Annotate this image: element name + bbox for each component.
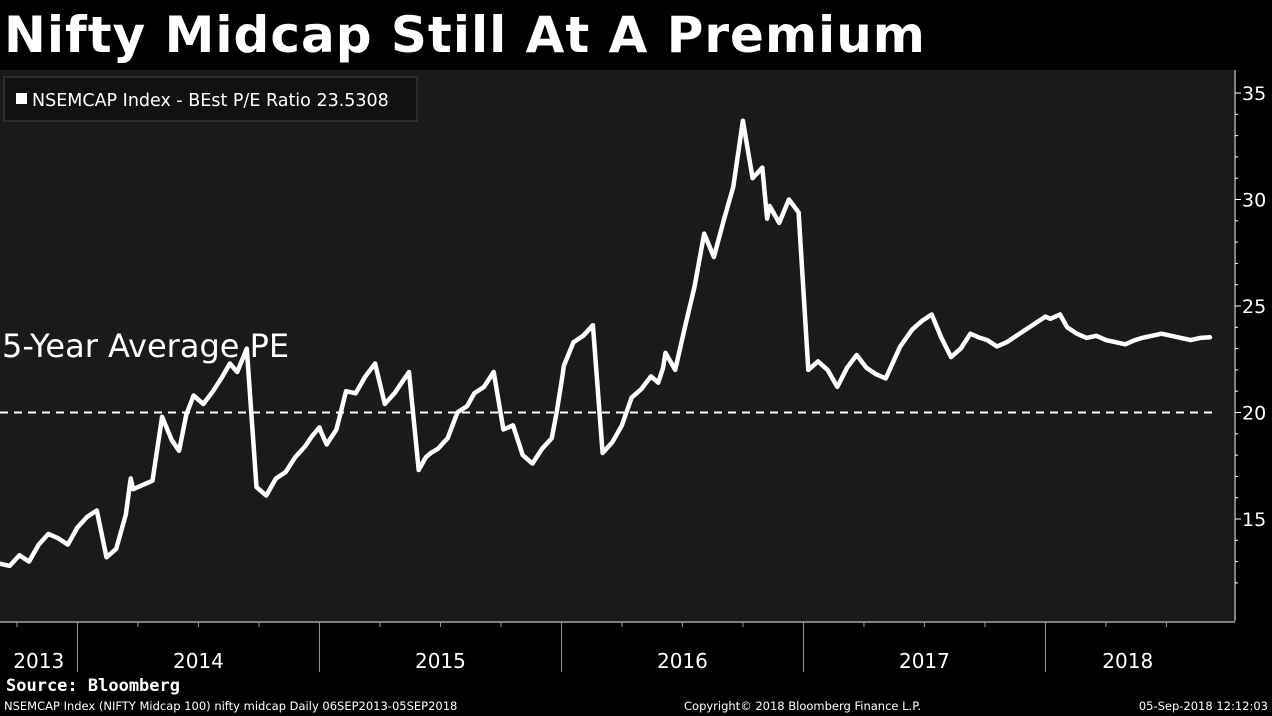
x-tick-label: 2014 xyxy=(173,649,224,673)
y-tick-label: 20 xyxy=(1242,403,1266,425)
y-tick-label: 35 xyxy=(1242,83,1266,105)
legend-box xyxy=(3,76,418,122)
axes: 15 20 25 30 35 2013 2014 2015 2016 2017 2018 xyxy=(0,70,1266,673)
y-tick-label: 25 xyxy=(1242,296,1266,318)
x-tick-label: 2015 xyxy=(415,649,466,673)
x-tick-label: 2016 xyxy=(657,649,708,673)
x-tick-label: 2013 xyxy=(13,649,64,673)
plot-area xyxy=(0,70,1234,621)
x-tick-label: 2018 xyxy=(1102,649,1153,673)
footer-copyright: Copyright© 2018 Bloomberg Finance L.P. xyxy=(684,699,921,713)
footer-timestamp: 05-Sep-2018 12:12:03 xyxy=(1138,699,1268,713)
source-label: Source: Bloomberg xyxy=(6,676,180,696)
legend-label: NSEMCAP Index - BEst P/E Ratio 23.5308 xyxy=(32,91,389,111)
series-line xyxy=(0,118,1213,569)
marks: 5-Year Average PE xyxy=(0,118,1213,569)
y-tick-label: 30 xyxy=(1242,190,1266,212)
chart-title: Nifty Midcap Still At A Premium xyxy=(4,6,926,64)
legend-swatch xyxy=(16,93,27,104)
footer-description: NSEMCAP Index (NIFTY Midcap 100) nifty m… xyxy=(4,699,458,713)
x-tick-label: 2017 xyxy=(899,649,950,673)
y-tick-label: 15 xyxy=(1242,509,1266,531)
legend: NSEMCAP Index - BEst P/E Ratio 23.5308 xyxy=(3,76,418,122)
